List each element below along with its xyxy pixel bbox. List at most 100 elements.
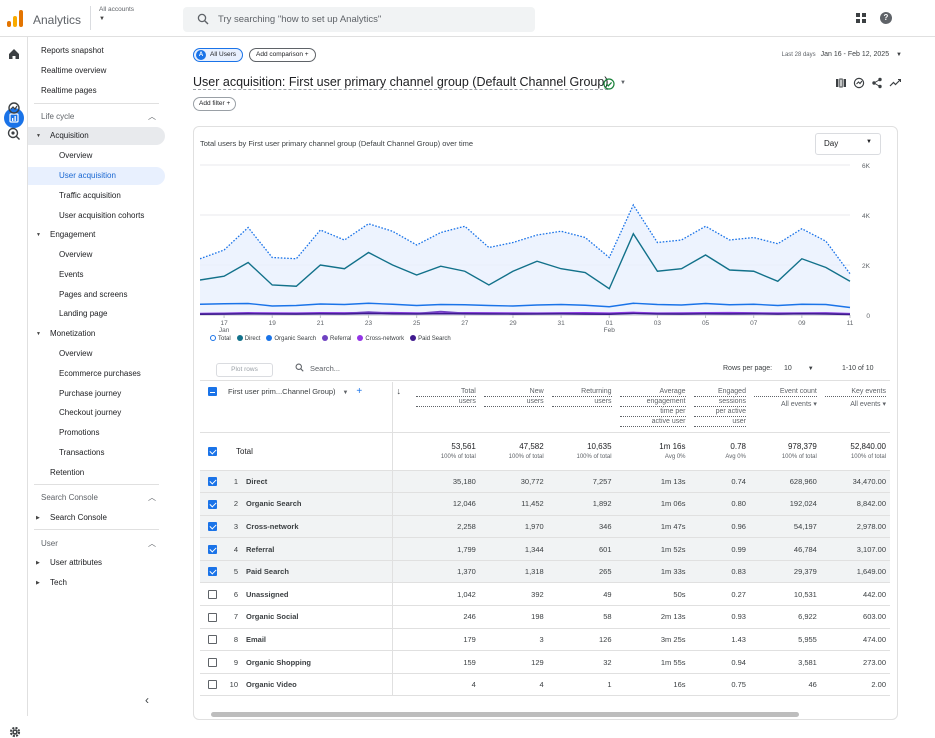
- nav-section-life-cycle[interactable]: Life cycle ︿: [28, 108, 165, 126]
- granularity-select[interactable]: Day ▼: [815, 133, 881, 155]
- row-channel-name[interactable]: Cross-network: [242, 515, 393, 539]
- nav-section-search-console[interactable]: Search Console ︿: [28, 489, 165, 507]
- insights-icon[interactable]: [853, 77, 865, 89]
- date-range-picker[interactable]: Last 28 days Jan 16 - Feb 12, 2025 ▼: [782, 51, 902, 58]
- row-checkbox-cell[interactable]: [200, 492, 224, 516]
- legend-item[interactable]: Cross-network: [357, 335, 404, 342]
- row-checkbox-cell[interactable]: [200, 650, 224, 674]
- nav-reports-snapshot[interactable]: Reports snapshot: [41, 46, 104, 55]
- row-channel-name[interactable]: Organic Shopping: [242, 650, 393, 674]
- horizontal-scrollbar[interactable]: [211, 712, 799, 717]
- add-filter-button[interactable]: Add filter +: [193, 97, 237, 111]
- nav-events[interactable]: Events: [59, 270, 84, 279]
- row-checkbox[interactable]: [207, 477, 217, 487]
- reports-icon[interactable]: [4, 108, 24, 128]
- plot-rows-button[interactable]: Plot rows: [216, 363, 273, 377]
- check-circle-icon[interactable]: [603, 78, 615, 90]
- table-row[interactable]: 3 Cross-network 2,258 1,970 346 1m 47s 0.96 54,…: [200, 515, 890, 539]
- explore-icon[interactable]: [7, 101, 21, 115]
- row-checkbox[interactable]: [207, 657, 217, 667]
- account-selector[interactable]: All accounts ▼: [90, 6, 134, 30]
- sort-desc-icon[interactable]: ↓: [396, 386, 402, 396]
- row-checkbox[interactable]: [207, 544, 217, 554]
- nav-tech[interactable]: ▶ Tech: [28, 574, 165, 592]
- column-header-event-count[interactable]: Event count All events ▾: [750, 382, 821, 432]
- nav-transactions[interactable]: Transactions: [59, 448, 105, 457]
- row-channel-name[interactable]: Referral: [242, 537, 393, 561]
- totals-checkbox-cell[interactable]: [200, 431, 224, 471]
- select-all-checkbox[interactable]: [207, 387, 217, 396]
- row-checkbox-cell[interactable]: [200, 582, 224, 607]
- table-search[interactable]: Search...: [295, 363, 340, 373]
- legend-item[interactable]: Paid Search: [410, 335, 451, 342]
- row-channel-name[interactable]: Organic Search: [242, 492, 393, 516]
- column-header-key-events[interactable]: Key events All events ▾: [821, 382, 890, 432]
- table-row[interactable]: 5 Paid Search 1,370 1,318 265 1m 33s 0.83 29,37…: [200, 560, 890, 584]
- row-checkbox-cell[interactable]: [200, 515, 224, 539]
- help-icon[interactable]: ?: [880, 12, 892, 24]
- nav-engagement[interactable]: ▼ Engagement: [28, 226, 165, 244]
- row-checkbox[interactable]: [207, 567, 217, 577]
- column-header-total-users[interactable]: Total users: [412, 382, 480, 432]
- row-checkbox[interactable]: [207, 499, 217, 509]
- row-checkbox[interactable]: [207, 680, 217, 690]
- nav-user-acquisition[interactable]: User acquisition: [28, 167, 165, 185]
- nav-engagement-overview[interactable]: Overview: [59, 250, 93, 259]
- add-dimension-icon[interactable]: +: [356, 386, 363, 397]
- nav-pages-and-screens[interactable]: Pages and screens: [59, 290, 128, 299]
- column-header-average-engagement-time-per-active-user[interactable]: Average engagement time per active user: [616, 382, 690, 432]
- row-checkbox[interactable]: [207, 635, 217, 645]
- row-checkbox[interactable]: [207, 590, 217, 600]
- rows-per-page[interactable]: Rows per page: 10 ▼: [723, 365, 814, 372]
- row-checkbox-cell[interactable]: [200, 537, 224, 561]
- row-checkbox-cell[interactable]: [200, 560, 224, 584]
- collapse-nav-icon[interactable]: ‹: [145, 693, 149, 707]
- column-header-returning-users[interactable]: Returning users: [548, 382, 616, 432]
- table-row[interactable]: 8 Email 179 3 126 3m 25s 1.43 5,955 474.00: [200, 628, 890, 652]
- column-header-new-users[interactable]: New users: [480, 382, 548, 432]
- legend-item[interactable]: Referral: [322, 335, 351, 342]
- nav-promotions[interactable]: Promotions: [59, 428, 100, 437]
- table-row[interactable]: 4 Referral 1,799 1,344 601 1m 52s 0.99 46,784 3,…: [200, 537, 890, 561]
- row-channel-name[interactable]: Direct: [242, 470, 393, 494]
- title-dropdown-icon[interactable]: ▼: [620, 80, 626, 86]
- add-comparison-button[interactable]: Add comparison +: [249, 48, 316, 62]
- row-checkbox-cell[interactable]: [200, 628, 224, 652]
- trending-icon[interactable]: [889, 77, 901, 89]
- nav-realtime-pages[interactable]: Realtime pages: [41, 86, 97, 95]
- nav-user-attributes[interactable]: ▶ User attributes: [28, 554, 165, 572]
- legend-item[interactable]: Organic Search: [266, 335, 316, 342]
- table-row[interactable]: 1 Direct 35,180 30,772 7,257 1m 13s 0.74 628,96…: [200, 470, 890, 494]
- table-row[interactable]: 6 Unassigned 1,042 392 49 50s 0.27 10,531 442.00: [200, 582, 890, 607]
- row-channel-name[interactable]: Paid Search: [242, 560, 393, 584]
- nav-checkout-journey[interactable]: Checkout journey: [59, 408, 122, 417]
- table-row[interactable]: 2 Organic Search 12,046 11,452 1,892 1m 06s 0.…: [200, 492, 890, 516]
- legend-item[interactable]: Total: [210, 335, 231, 342]
- row-channel-name[interactable]: Organic Video: [242, 673, 393, 697]
- nav-retention[interactable]: Retention: [50, 468, 85, 477]
- nav-landing-page[interactable]: Landing page: [59, 309, 108, 318]
- page-title[interactable]: User acquisition: First user primary cha…: [193, 75, 609, 90]
- row-checkbox[interactable]: [207, 612, 217, 622]
- row-checkbox-cell[interactable]: [200, 673, 224, 697]
- customize-report-icon[interactable]: [835, 77, 847, 89]
- row-channel-name[interactable]: Unassigned: [242, 582, 393, 607]
- row-checkbox[interactable]: [207, 522, 217, 532]
- legend-item[interactable]: Direct: [236, 335, 260, 342]
- analytics-logo-icon[interactable]: [6, 9, 26, 27]
- nav-ecommerce-purchases[interactable]: Ecommerce purchases: [59, 369, 141, 378]
- table-row[interactable]: 9 Organic Shopping 159 129 32 1m 55s 0.94 3,581…: [200, 650, 890, 674]
- nav-monetization[interactable]: ▼ Monetization: [28, 325, 165, 343]
- column-header-engaged-sessions-per-active-user[interactable]: Engaged sessions per active user: [690, 382, 750, 432]
- nav-realtime-overview[interactable]: Realtime overview: [41, 66, 107, 75]
- nav-section-user[interactable]: User ︿: [28, 535, 165, 553]
- row-checkbox-cell[interactable]: [200, 605, 224, 629]
- row-checkbox-cell[interactable]: [200, 470, 224, 494]
- select-all-checkbox-cell[interactable]: [200, 382, 224, 432]
- row-channel-name[interactable]: Email: [242, 628, 393, 652]
- nav-acquisition[interactable]: ▼ Acquisition: [28, 127, 165, 145]
- advertising-icon[interactable]: [7, 127, 21, 141]
- nav-traffic-acquisition[interactable]: Traffic acquisition: [59, 191, 121, 200]
- nav-monetization-overview[interactable]: Overview: [59, 349, 93, 358]
